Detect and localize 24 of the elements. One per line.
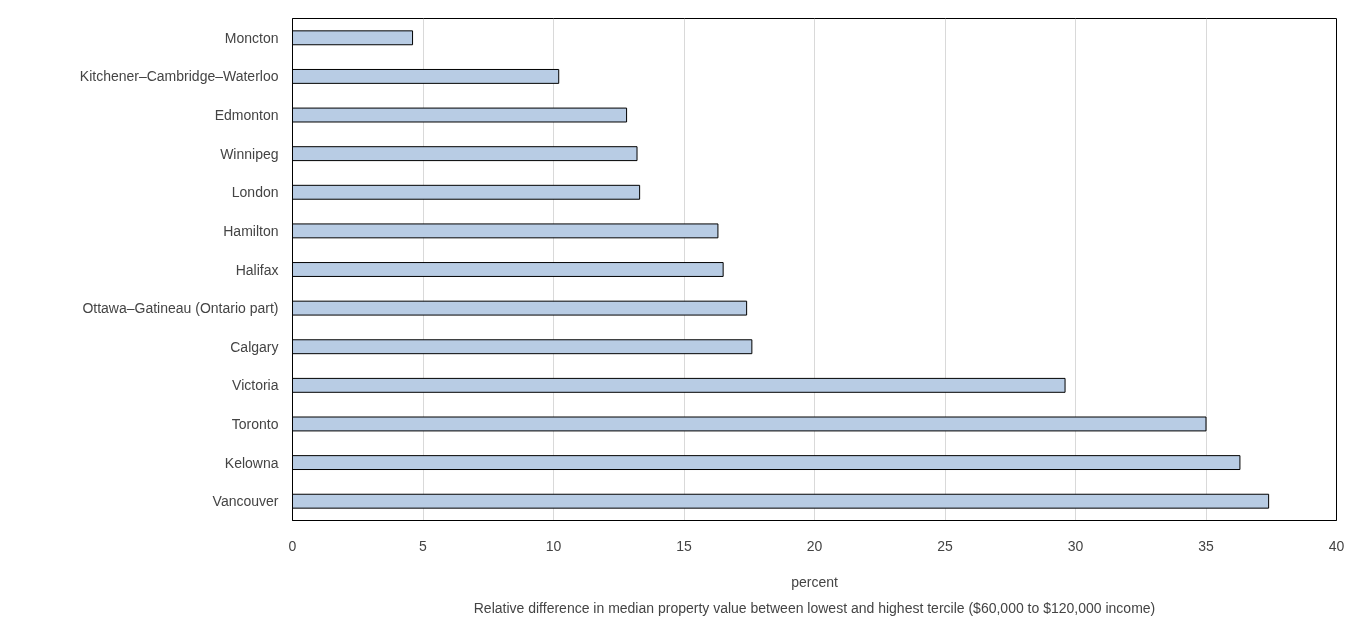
- y-tick-label: Halifax: [235, 261, 279, 278]
- y-tick-label: London: [231, 184, 279, 201]
- x-axis-title: percent: [791, 573, 838, 590]
- y-tick-label: Kelowna: [224, 454, 279, 471]
- x-tick-label: 35: [1198, 537, 1214, 554]
- x-tick-label: 30: [1067, 537, 1084, 554]
- y-tick-label: Ottawa–Gatineau (Ontario part): [82, 300, 279, 317]
- y-tick-label: Vancouver: [212, 493, 279, 510]
- y-tick-label: Victoria: [232, 377, 279, 394]
- x-tick-label: 20: [806, 537, 823, 554]
- y-tick-label: Edmonton: [214, 107, 279, 124]
- text: Relative difference in median property value between lowest and highest tercile ($60,000 to $120,000 income): [473, 599, 1156, 616]
- x-tick-label: 25: [937, 537, 953, 554]
- y-tick-label: Calgary: [230, 338, 279, 355]
- y-tick-label: Winnipeg: [220, 145, 279, 162]
- y-tick-label: Hamilton: [223, 222, 279, 239]
- x-tick-label: 5: [419, 537, 428, 554]
- y-tick-label: Moncton: [224, 29, 279, 46]
- x-tick-label: 40: [1328, 537, 1345, 554]
- y-tick-label: Kitchener–Cambridge–Waterloo: [79, 68, 279, 85]
- y-tick-label: Toronto: [231, 415, 279, 432]
- x-tick-label: 10: [545, 537, 562, 554]
- x-tick-label: 15: [676, 537, 692, 554]
- x-tick-label: 0: [288, 537, 297, 554]
